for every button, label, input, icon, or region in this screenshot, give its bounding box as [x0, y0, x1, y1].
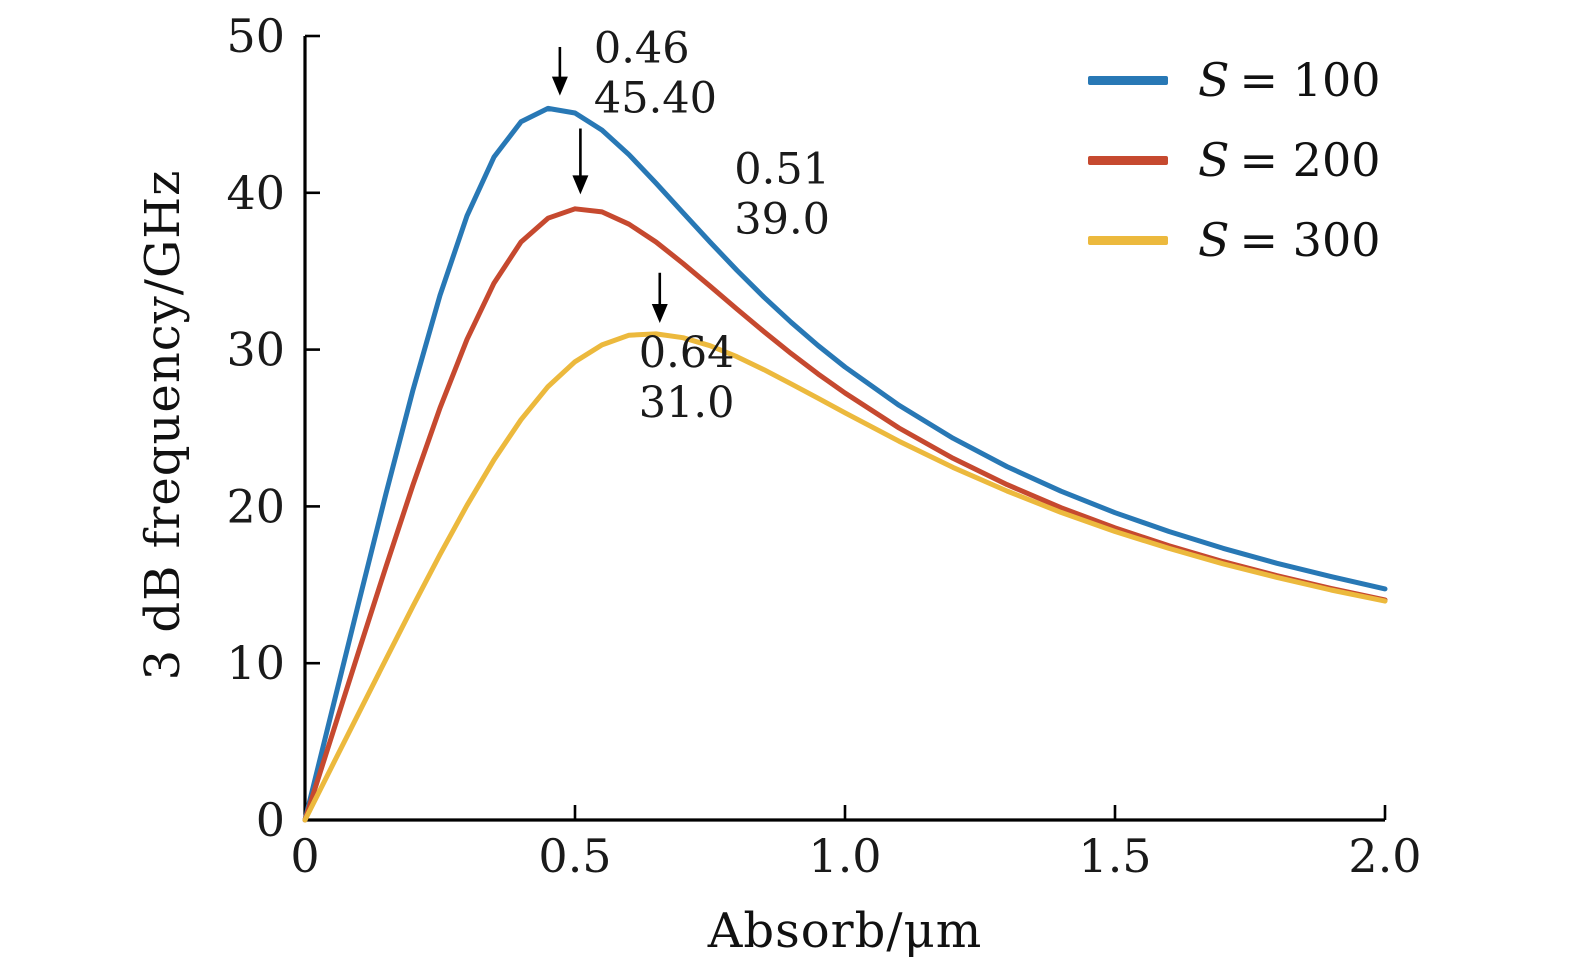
y-ticks: 0 10 20 30 40 50 — [226, 9, 320, 847]
legend-swatch-1 — [1088, 75, 1168, 85]
svg-text:20: 20 — [226, 479, 285, 533]
svg-text:1.5: 1.5 — [1078, 829, 1151, 883]
x-axis-label: Absorb/μm — [707, 903, 983, 959]
legend-swatch-3 — [1088, 235, 1168, 245]
series-line-3 — [302, 331, 1388, 823]
series-line-2 — [302, 206, 1388, 823]
svg-text:0: 0 — [256, 793, 285, 847]
legend-label-1: S = 100 — [1198, 53, 1381, 107]
legend-label-2: S = 200 — [1198, 133, 1381, 187]
svg-text:1.0: 1.0 — [808, 829, 881, 883]
annotation-1: 0.46 45.40 — [551, 24, 717, 124]
annotation-2: 0.51 39.0 — [572, 128, 830, 244]
legend-label-3: S = 300 — [1198, 213, 1381, 267]
annotation-3: 0.64 31.0 — [639, 272, 735, 428]
legend-item-1: S = 100 — [1088, 40, 1380, 120]
legend: S = 100 S = 200 S = 300 — [1088, 40, 1380, 280]
legend-item-3: S = 300 — [1088, 200, 1380, 280]
legend-item-2: S = 200 — [1088, 120, 1380, 200]
svg-text:40: 40 — [226, 166, 285, 220]
svg-text:0: 0 — [290, 829, 319, 883]
svg-text:30: 30 — [226, 323, 285, 377]
svg-text:50: 50 — [226, 9, 285, 63]
series-line-1 — [302, 105, 1388, 823]
y-axis-label: 3 dB frequency/GHz — [135, 169, 191, 681]
svg-text:2.0: 2.0 — [1348, 829, 1421, 883]
x-ticks: 0 0.5 1.0 1.5 2.0 — [290, 805, 1422, 883]
legend-swatch-2 — [1088, 155, 1168, 165]
svg-text:0.5: 0.5 — [538, 829, 611, 883]
svg-text:10: 10 — [226, 636, 285, 690]
